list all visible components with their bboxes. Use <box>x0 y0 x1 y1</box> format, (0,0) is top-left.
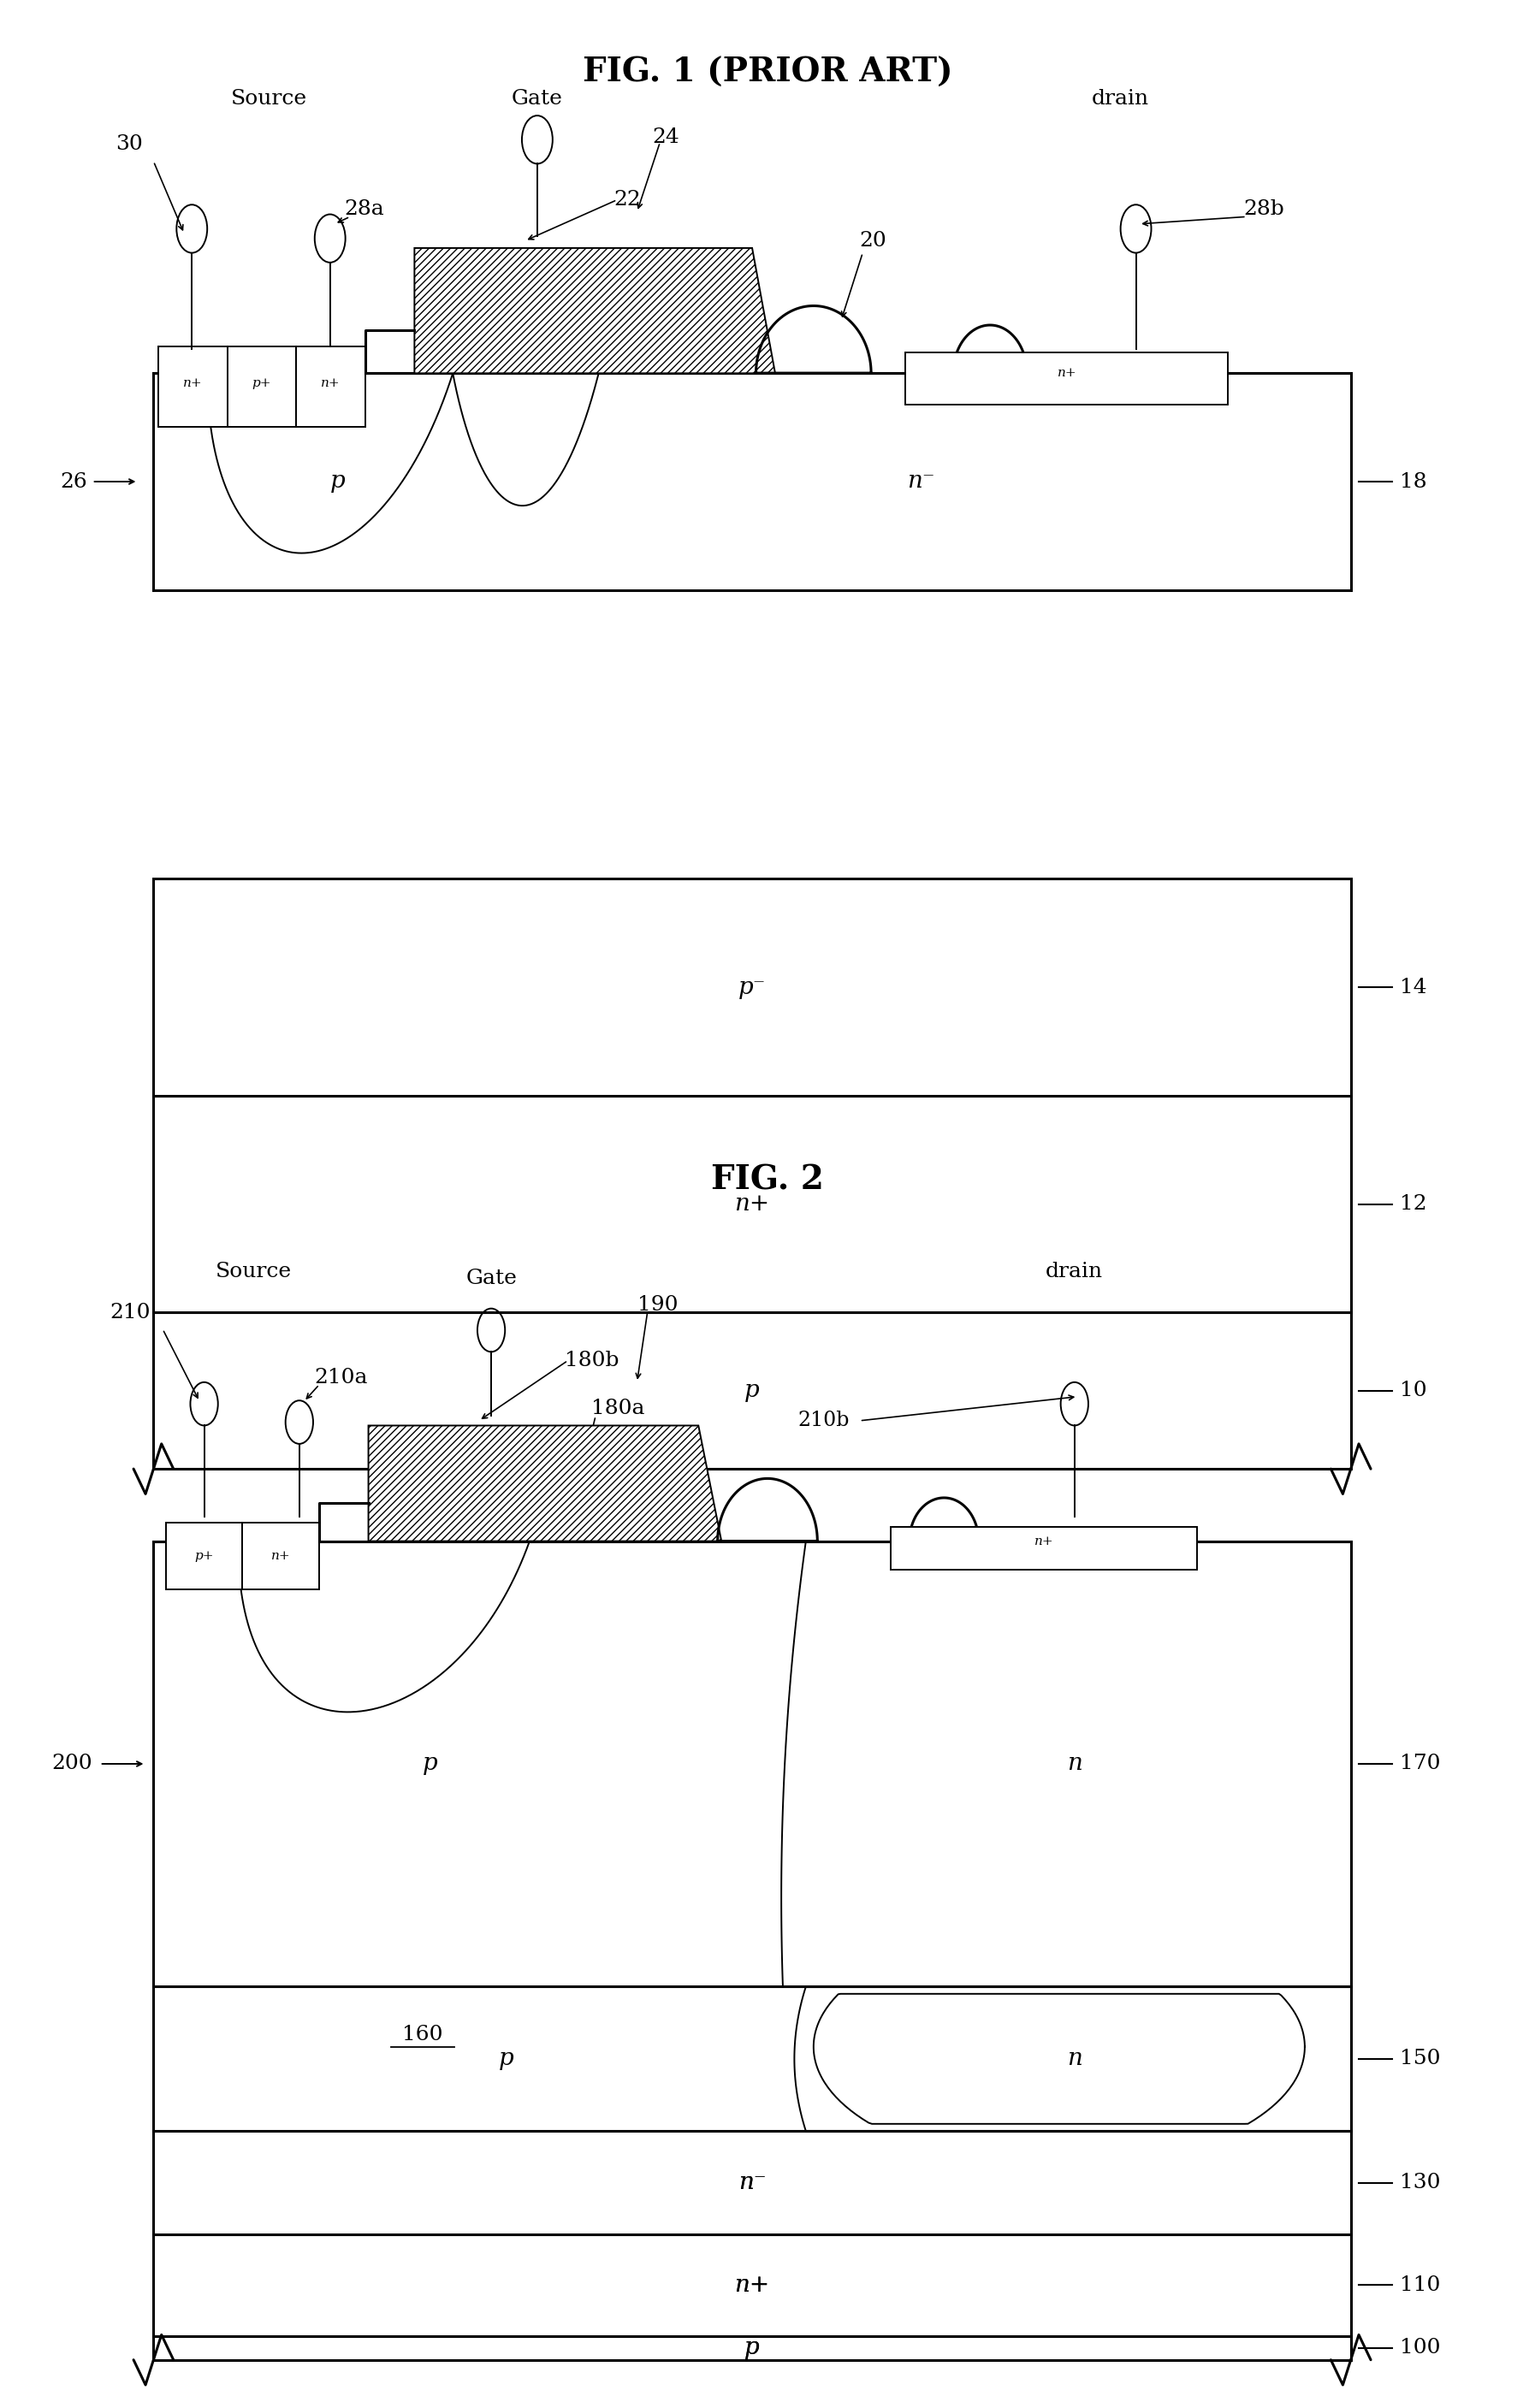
Text: n⁻: n⁻ <box>738 2172 766 2194</box>
Text: n+: n+ <box>272 1551 290 1563</box>
Text: 100: 100 <box>1400 2338 1440 2357</box>
Text: p: p <box>499 2047 514 2071</box>
Text: p: p <box>744 2336 760 2360</box>
Bar <box>154 2131 1351 2235</box>
Polygon shape <box>755 306 872 373</box>
Bar <box>154 2336 1351 2360</box>
Text: p: p <box>744 1380 760 1401</box>
Text: 110: 110 <box>1400 2276 1440 2295</box>
Bar <box>166 1524 243 1589</box>
Text: 190: 190 <box>637 1296 677 1315</box>
Text: n+: n+ <box>1035 1536 1053 1546</box>
Polygon shape <box>368 1426 721 1541</box>
Bar <box>154 1312 1351 1469</box>
Text: 210: 210 <box>111 1303 150 1322</box>
Text: p: p <box>744 2336 760 2360</box>
Text: p: p <box>330 470 345 494</box>
Text: n⁻: n⁻ <box>907 470 935 494</box>
Text: p+: p+ <box>195 1551 213 1563</box>
Text: Source: Source <box>215 1262 292 1281</box>
Text: Gate: Gate <box>465 1269 517 1288</box>
Polygon shape <box>414 248 775 373</box>
Text: n: n <box>1067 2047 1082 2071</box>
Text: 18: 18 <box>1400 472 1428 491</box>
Text: p+: p+ <box>252 378 272 390</box>
Text: 170: 170 <box>1400 1753 1440 1775</box>
Bar <box>154 373 1351 590</box>
Text: p⁻: p⁻ <box>738 975 766 999</box>
Text: FIG. 2: FIG. 2 <box>711 1163 824 1197</box>
Bar <box>154 879 1351 1096</box>
Polygon shape <box>953 325 1027 373</box>
Text: n+: n+ <box>735 1192 769 1216</box>
Bar <box>154 1096 1351 1312</box>
Text: 160: 160 <box>402 2025 442 2044</box>
Bar <box>243 1524 319 1589</box>
Text: 200: 200 <box>51 1753 92 1775</box>
Bar <box>890 1527 1197 1570</box>
Text: 22: 22 <box>614 190 642 209</box>
Text: FIG. 1 (PRIOR ART): FIG. 1 (PRIOR ART) <box>582 55 953 89</box>
Bar <box>154 1541 1351 1987</box>
Text: 28b: 28b <box>1243 200 1285 219</box>
Text: n⁻: n⁻ <box>738 2172 766 2194</box>
Text: drain: drain <box>1091 89 1150 108</box>
Text: 20: 20 <box>860 231 887 250</box>
Bar <box>158 347 227 426</box>
Text: 28a: 28a <box>344 200 384 219</box>
Text: n+: n+ <box>1058 368 1076 378</box>
Text: n+: n+ <box>321 378 341 390</box>
Polygon shape <box>909 1498 978 1541</box>
Text: 130: 130 <box>1400 2172 1440 2194</box>
Text: 26: 26 <box>60 472 87 491</box>
Text: 24: 24 <box>652 128 680 147</box>
Text: 180a: 180a <box>591 1399 645 1418</box>
Text: drain: drain <box>1045 1262 1104 1281</box>
Text: n+: n+ <box>183 378 203 390</box>
Bar <box>906 352 1228 405</box>
Text: Source: Source <box>230 89 307 108</box>
Text: 150: 150 <box>1400 2049 1440 2068</box>
Text: 10: 10 <box>1400 1380 1428 1401</box>
Bar <box>227 347 296 426</box>
Bar <box>154 2235 1351 2336</box>
Text: 210a: 210a <box>315 1368 368 1387</box>
Text: n+: n+ <box>735 2273 769 2297</box>
Text: Gate: Gate <box>511 89 563 108</box>
Polygon shape <box>717 1479 817 1541</box>
Text: 12: 12 <box>1400 1194 1428 1214</box>
Bar <box>296 347 365 426</box>
Text: 30: 30 <box>115 135 143 154</box>
Text: 180b: 180b <box>565 1351 619 1370</box>
Text: n: n <box>1067 1753 1082 1775</box>
Text: n+: n+ <box>735 2273 769 2297</box>
Text: 210b: 210b <box>798 1411 850 1430</box>
Text: p: p <box>422 1753 437 1775</box>
Bar <box>154 1987 1351 2131</box>
Text: 14: 14 <box>1400 978 1428 997</box>
